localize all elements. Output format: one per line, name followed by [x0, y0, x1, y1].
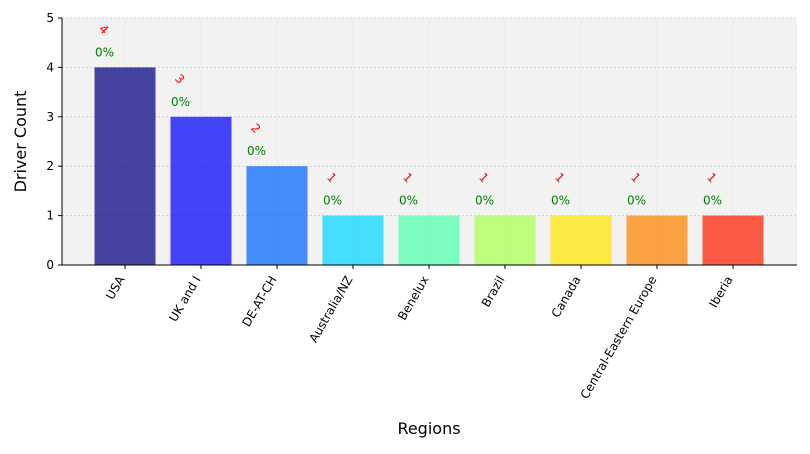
percent-label: 0% — [627, 194, 646, 208]
bar — [626, 215, 688, 265]
bar — [702, 215, 764, 265]
bar — [322, 215, 384, 265]
percent-label: 0% — [475, 194, 494, 208]
bar — [246, 166, 308, 265]
x-tick-label: Canada — [549, 274, 584, 321]
bar — [94, 67, 156, 266]
y-tick-label: 0 — [46, 258, 54, 272]
bar — [398, 215, 460, 265]
x-tick-label: Iberia — [706, 274, 735, 311]
percent-label: 0% — [551, 194, 570, 208]
x-tick-label: Australia/NZ — [306, 274, 355, 345]
y-axis-title: Driver Count — [11, 91, 30, 193]
y-tick-label: 3 — [46, 110, 54, 124]
bar — [170, 116, 232, 265]
x-tick-label: UK and I — [166, 274, 203, 325]
bar — [550, 215, 612, 265]
bar — [474, 215, 536, 265]
percent-label: 0% — [399, 194, 418, 208]
percent-label: 0% — [703, 194, 722, 208]
x-tick-label: Benelux — [395, 274, 431, 323]
bars — [94, 67, 764, 266]
y-tick-label: 2 — [46, 159, 54, 173]
y-tick-label: 1 — [46, 209, 54, 223]
x-tick-label: DE-AT-CH — [239, 274, 279, 330]
x-tick-label: Central-Eastern Europe — [578, 274, 660, 402]
percent-label: 0% — [323, 194, 342, 208]
x-tick-label: USA — [103, 273, 128, 302]
percent-label: 0% — [247, 144, 266, 158]
y-tick-label: 4 — [46, 60, 54, 74]
x-axis-title: Regions — [397, 419, 460, 438]
x-tick-label: Brazil — [479, 274, 508, 310]
percent-label: 0% — [171, 95, 190, 109]
y-tick-label: 5 — [46, 11, 54, 25]
percent-label: 0% — [95, 45, 114, 59]
